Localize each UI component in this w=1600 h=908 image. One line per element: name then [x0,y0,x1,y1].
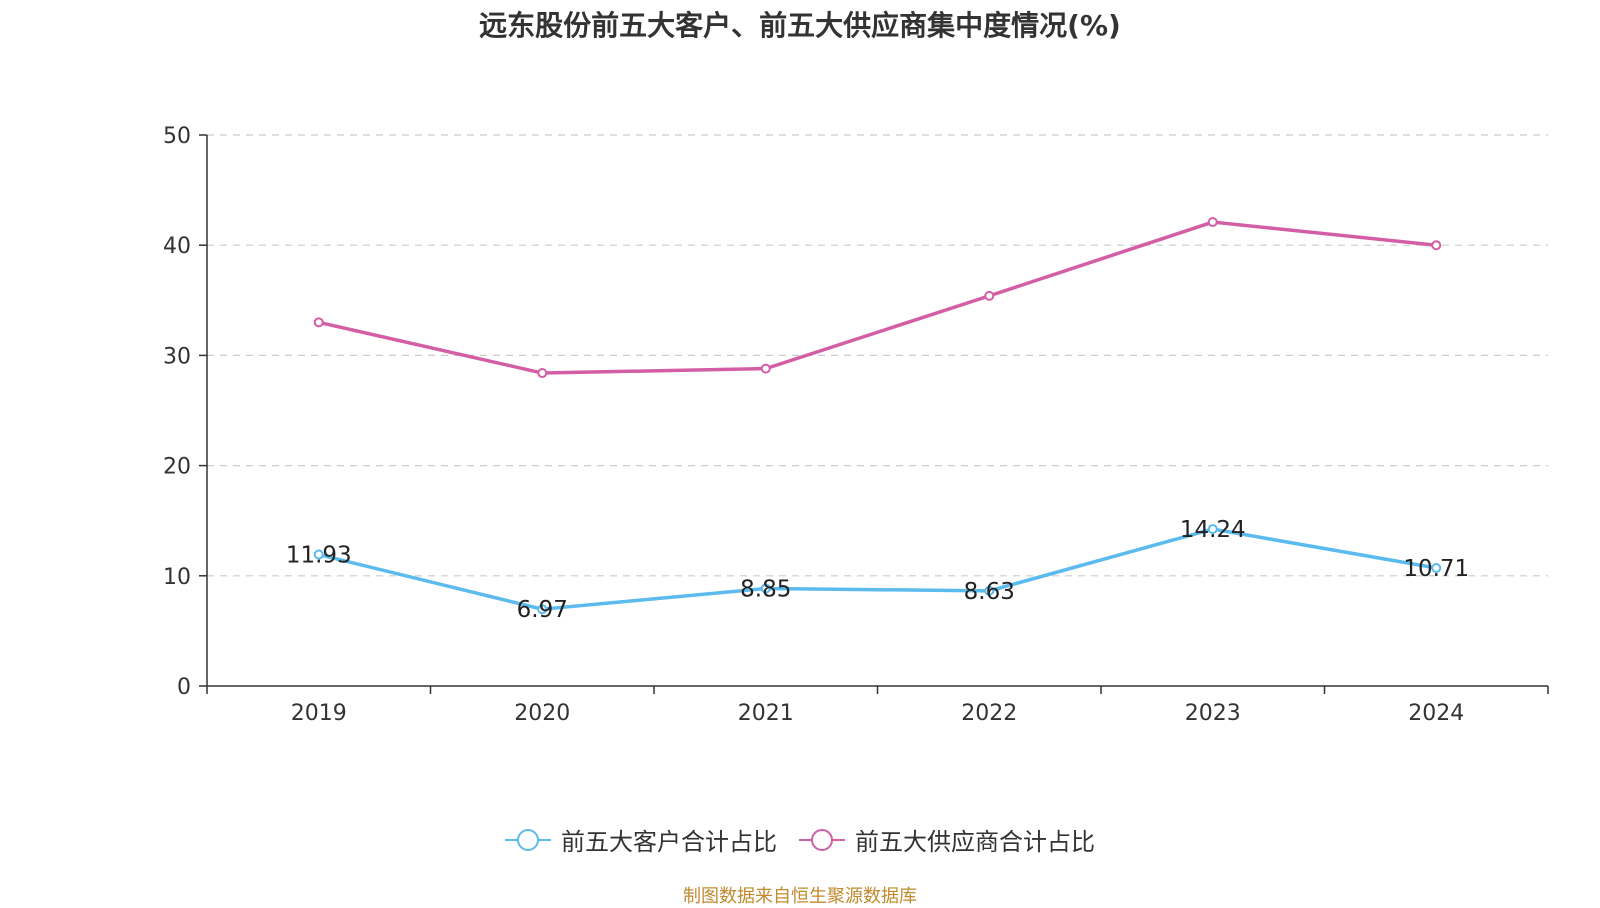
legend-label-customers: 前五大客户合计占比 [561,828,777,856]
data-point [760,363,771,374]
legend-swatch-suppliers [799,828,845,851]
data-label: 8.85 [740,576,791,602]
source-note: 制图数据来自恒生聚源数据库 [683,886,917,907]
data-point [313,549,324,560]
data-point [1207,524,1218,535]
x-tick-label: 2024 [1408,701,1464,726]
y-tick-label: 50 [163,124,191,149]
legend-swatch-customers [505,828,551,851]
data-label: 10.71 [1403,556,1469,582]
y-tick-label: 10 [163,565,191,590]
y-tick-label: 20 [163,455,191,480]
data-point [1431,240,1442,251]
data-point [984,290,995,301]
x-tick-label: 2023 [1185,701,1241,726]
series-line-1 [318,220,1437,375]
chart-title: 远东股份前五大客户、前五大供应商集中度情况(%) [479,9,1121,42]
series-line-0 [318,527,1437,611]
data-label: 14.24 [1180,517,1246,543]
data-labels: 11.93 6.97 8.85 8.63 14.24 10.71 [286,517,1469,623]
data-point [1431,562,1442,573]
series-lines [313,217,1442,615]
data-point [313,317,324,328]
data-point [537,604,548,615]
y-tick-label: 40 [163,234,191,259]
x-tick-label: 2022 [961,701,1017,726]
x-tick-label: 2019 [291,701,347,726]
data-point [760,583,771,594]
y-tick-label: 0 [177,675,191,700]
data-point [984,585,995,596]
legend-label-suppliers: 前五大供应商合计占比 [855,828,1095,856]
data-label: 11.93 [286,543,352,569]
data-point [537,368,548,379]
legend-item-suppliers[interactable]: 前五大供应商合计占比 [799,822,1095,857]
grid-lines [207,134,1548,577]
legend: 前五大客户合计占比 前五大供应商合计占比 [0,822,1600,857]
data-label: 8.63 [964,579,1015,605]
data-point [1207,217,1218,228]
y-tick-label: 30 [163,344,191,369]
data-label: 6.97 [517,597,568,623]
legend-item-customers[interactable]: 前五大客户合计占比 [505,822,777,857]
axes: 0 10 20 30 40 50 2019 2020 2021 2022 2023 2024 [163,124,1549,726]
x-tick-label: 2020 [514,701,570,726]
x-tick-label: 2021 [738,701,794,726]
